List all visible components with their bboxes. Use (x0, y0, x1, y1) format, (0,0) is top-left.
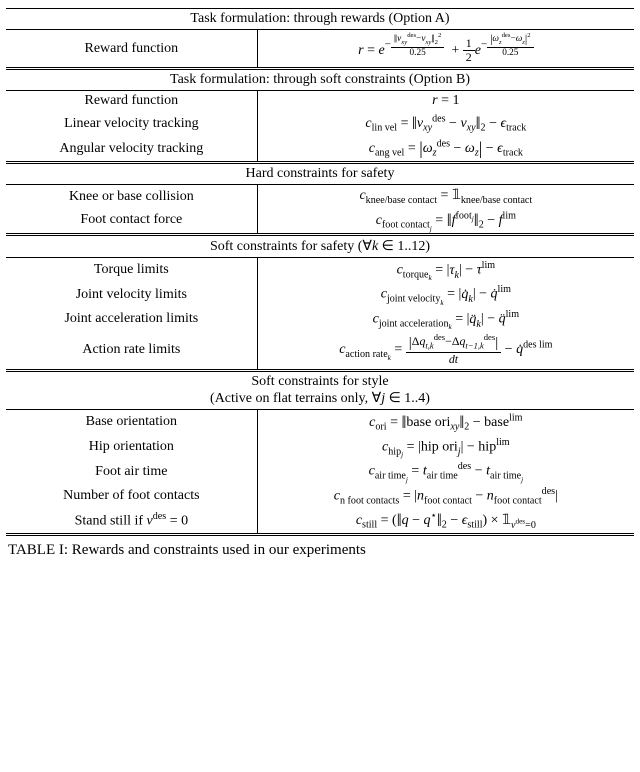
table-caption: TABLE I: Rewards and constraints used in… (6, 542, 634, 559)
row-label: Base orientation (6, 409, 257, 435)
row-formula: cfoot contactj = ‖ffootj‖2 − flim (257, 208, 634, 235)
section-header: Task formulation: through soft constrain… (6, 69, 634, 91)
row-formula: ctorquek = |τk| − τlim (257, 257, 634, 282)
row-label: Joint acceleration limits (6, 307, 257, 331)
row-formula: cjoint accelerationk = |q̈k| − q̈lim (257, 307, 634, 331)
row-formula: cori = ‖base orixy‖2 − baselim (257, 409, 634, 435)
row-label: Reward function (6, 30, 257, 69)
section-header: Soft constraints for safety (∀k ∈ 1..12) (6, 234, 634, 257)
row-formula: clin vel = ‖vxydes − vxy‖2 − ϵtrack (257, 111, 634, 136)
row-formula: caction ratek = |Δqt,kdes−Δqt−1,kdes| dt… (257, 331, 634, 370)
row-label: Number of foot contacts (6, 484, 257, 508)
row-label: Foot air time (6, 459, 257, 483)
row-label: Angular velocity tracking (6, 136, 257, 163)
row-formula: chipj = |hip orij| − hiplim (257, 435, 634, 459)
row-label: Torque limits (6, 257, 257, 282)
row-formula: cn foot contacts = |nfoot contact − nfoo… (257, 484, 634, 508)
row-label: Action rate limits (6, 331, 257, 370)
row-label: Linear velocity tracking (6, 111, 257, 136)
row-formula: r = e−‖vxydes−vxy‖220.25 + 12e−|ωzdes−ωz… (257, 30, 634, 69)
row-formula: cair timej = tair timedes − tair timej (257, 459, 634, 483)
constraints-table: Task formulation: through rewards (Optio… (6, 8, 634, 536)
row-formula: cknee/base contact = 𝟙knee/base contact (257, 185, 634, 208)
row-label: Foot contact force (6, 208, 257, 235)
section-header: Hard constraints for safety (6, 163, 634, 185)
row-label: Hip orientation (6, 435, 257, 459)
section-header: Soft constraints for style(Active on fla… (6, 370, 634, 409)
row-label: Joint velocity limits (6, 282, 257, 306)
row-formula: cstill = (‖q − q⋆‖2 − ϵstill) × 𝟙vdes=0 (257, 508, 634, 535)
row-formula: r = 1 (257, 91, 634, 112)
row-label: Knee or base collision (6, 185, 257, 208)
section-header: Task formulation: through rewards (Optio… (6, 9, 634, 30)
row-label: Reward function (6, 91, 257, 112)
row-label: Stand still if vdes = 0 (6, 508, 257, 535)
row-formula: cang vel = |ωzdes − ωz| − ϵtrack (257, 136, 634, 163)
row-formula: cjoint velocityk = |q̇k| − q̇lim (257, 282, 634, 306)
